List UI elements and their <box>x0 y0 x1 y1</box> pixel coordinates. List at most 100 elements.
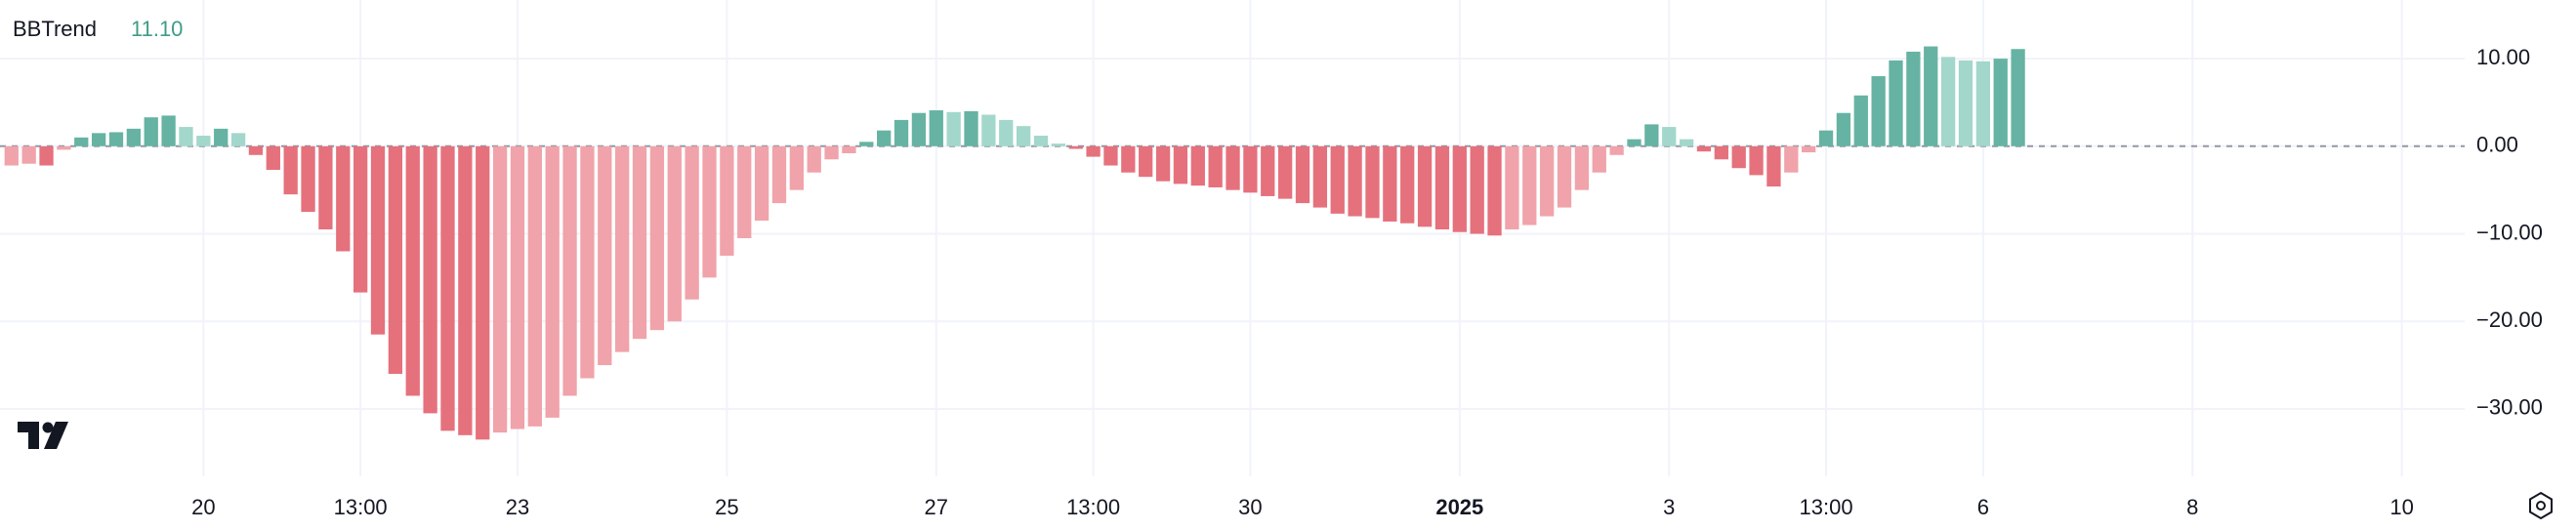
x-tick-label: 3 <box>1663 495 1675 519</box>
bar <box>74 137 89 146</box>
bar <box>318 145 333 230</box>
bar <box>893 119 909 146</box>
x-tick-label: 25 <box>715 495 738 519</box>
bar <box>39 145 54 166</box>
bar <box>336 145 351 252</box>
bar <box>1470 145 1484 234</box>
x-tick-label: 30 <box>1238 495 1262 519</box>
bar <box>1784 145 1799 173</box>
bar <box>301 145 315 213</box>
bar <box>1871 76 1886 146</box>
bar <box>1522 145 1537 225</box>
bar <box>4 145 19 166</box>
bar <box>1557 145 1572 208</box>
x-tick-label: 20 <box>191 495 215 519</box>
bar <box>1243 145 1258 193</box>
bar <box>1208 145 1223 187</box>
bar <box>1662 127 1677 146</box>
bar <box>1679 139 1694 146</box>
bar <box>1853 95 1868 146</box>
bar <box>598 145 612 366</box>
x-tick-label: 27 <box>925 495 948 519</box>
bar <box>1802 145 1816 153</box>
bar <box>1261 145 1275 196</box>
bar <box>720 145 734 256</box>
bar <box>964 110 978 146</box>
hex-dot <box>2536 501 2546 511</box>
bar <box>1540 145 1555 217</box>
bar <box>1505 145 1519 230</box>
settings-icon[interactable] <box>2529 491 2553 520</box>
bar <box>144 117 158 146</box>
bar <box>545 145 560 418</box>
bar <box>248 145 264 155</box>
bars <box>4 46 2025 440</box>
bar <box>527 145 542 427</box>
bar <box>1121 145 1136 173</box>
logo-part <box>18 422 39 449</box>
bar <box>423 145 437 414</box>
bar <box>1993 59 2008 146</box>
legend-name: BBTrend <box>13 17 97 41</box>
bar <box>405 145 420 396</box>
bar <box>1766 145 1781 187</box>
logo <box>18 422 68 449</box>
logo-part <box>44 422 68 449</box>
bar <box>842 145 856 153</box>
x-tick-label: 6 <box>1977 495 1989 519</box>
bar <box>1731 145 1746 169</box>
bar <box>492 145 508 433</box>
y-tick-label: −30.00 <box>2476 395 2543 420</box>
bar <box>1383 145 1397 222</box>
bar <box>108 132 124 146</box>
bar <box>1609 145 1624 155</box>
bar <box>1975 61 1990 146</box>
bar <box>1592 145 1606 173</box>
bar <box>161 115 176 146</box>
bar <box>230 133 246 146</box>
bar <box>510 145 525 429</box>
y-tick-label: −20.00 <box>2476 307 2543 332</box>
y-tick-label: 10.00 <box>2476 45 2530 69</box>
bar <box>1348 145 1362 217</box>
bar <box>859 142 874 146</box>
x-tick-label: 10 <box>2389 495 2413 519</box>
bar <box>283 145 298 195</box>
bar <box>1644 124 1659 146</box>
bar <box>1696 145 1712 152</box>
bar <box>911 112 927 146</box>
bar <box>91 133 106 146</box>
bar <box>929 110 943 146</box>
bar <box>196 136 211 146</box>
x-tick-label: 8 <box>2186 495 2198 519</box>
bar <box>1173 145 1188 184</box>
bar <box>1627 139 1641 146</box>
bar <box>789 145 804 190</box>
bar <box>1086 145 1101 157</box>
bar <box>1312 145 1328 208</box>
bar <box>632 145 647 340</box>
logo-part <box>42 422 54 433</box>
bar <box>126 128 142 146</box>
bar <box>1574 145 1590 190</box>
y-tick-label: −10.00 <box>2476 220 2543 244</box>
y-tick-label: 0.00 <box>2476 133 2518 157</box>
bar <box>1940 57 1956 146</box>
bar <box>1277 145 1293 199</box>
bar <box>1155 145 1171 182</box>
bar <box>1434 145 1450 230</box>
bar <box>388 145 403 375</box>
bar <box>1889 60 1903 146</box>
grid <box>0 0 2465 476</box>
bar <box>999 119 1014 146</box>
bar <box>1068 145 1083 149</box>
bar <box>1051 143 1066 146</box>
bar <box>824 145 839 160</box>
bar <box>1818 130 1834 146</box>
bar <box>807 145 821 173</box>
bar <box>1295 145 1310 204</box>
bar <box>580 145 595 379</box>
bar <box>667 145 682 322</box>
